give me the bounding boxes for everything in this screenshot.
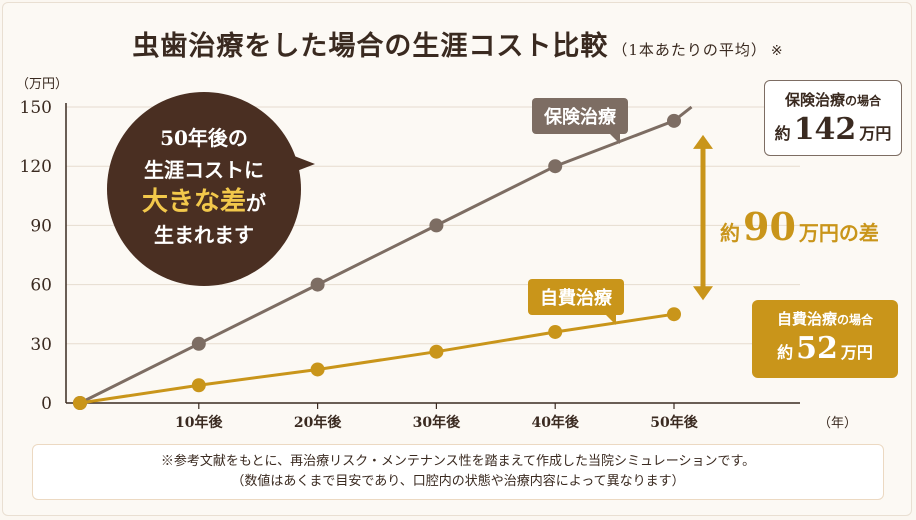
data-point (429, 344, 444, 359)
chart-title: 虫歯治療をした場合の生涯コスト比較 （1本あたりの平均） ※ (132, 31, 784, 62)
y-axis-unit: （万円） (16, 77, 69, 92)
y-tick-label: 150 (20, 98, 52, 118)
callout-bubble: 50年後の 生涯コストに 大きな差が 生まれます (107, 92, 315, 286)
data-point (73, 396, 87, 410)
x-axis-unit: （年） (818, 416, 858, 431)
difference-arrow-head-up (693, 134, 713, 149)
x-tick-label: 40年後 (531, 414, 579, 431)
data-point (191, 378, 206, 393)
series-line (79, 307, 677, 405)
data-point (548, 324, 563, 339)
x-tick-label: 30年後 (413, 414, 461, 431)
x-tick-label: 20年後 (294, 414, 342, 431)
data-point (310, 362, 325, 377)
self-series-tag: 自費治療 (528, 279, 624, 325)
data-point (191, 336, 206, 351)
insurance-result-box: 保険治療の場合 約 142 万円 (764, 80, 902, 156)
y-tick-label: 30 (30, 335, 52, 355)
footnote-box: ※参考文献をもとに、再治療リスク・メンテナンス性を踏まえて作成した当院シミュレー… (32, 444, 884, 500)
data-point (429, 218, 444, 233)
difference-arrow-head-down (693, 286, 713, 301)
y-tick-label: 90 (30, 216, 52, 236)
data-point (667, 307, 681, 322)
y-tick-label: 120 (20, 157, 52, 177)
y-tick-label: 0 (41, 394, 52, 414)
data-point (667, 113, 681, 128)
x-tick-label: 10年後 (175, 414, 223, 431)
x-tick-label: 50年後 (650, 414, 698, 431)
y-tick-label: 60 (30, 276, 52, 296)
self-result-box: 自費治療の場合 約 52 万円 (752, 300, 898, 378)
insurance-series-tag: 保険治療 (532, 98, 628, 144)
data-point (310, 277, 325, 292)
line-chart: 0 30 60 90 120 150 10年後 20年後 30年後 40年後 50年後 (20, 98, 800, 431)
difference-label: 約90 万円の差 (720, 204, 879, 249)
data-point (548, 159, 563, 174)
